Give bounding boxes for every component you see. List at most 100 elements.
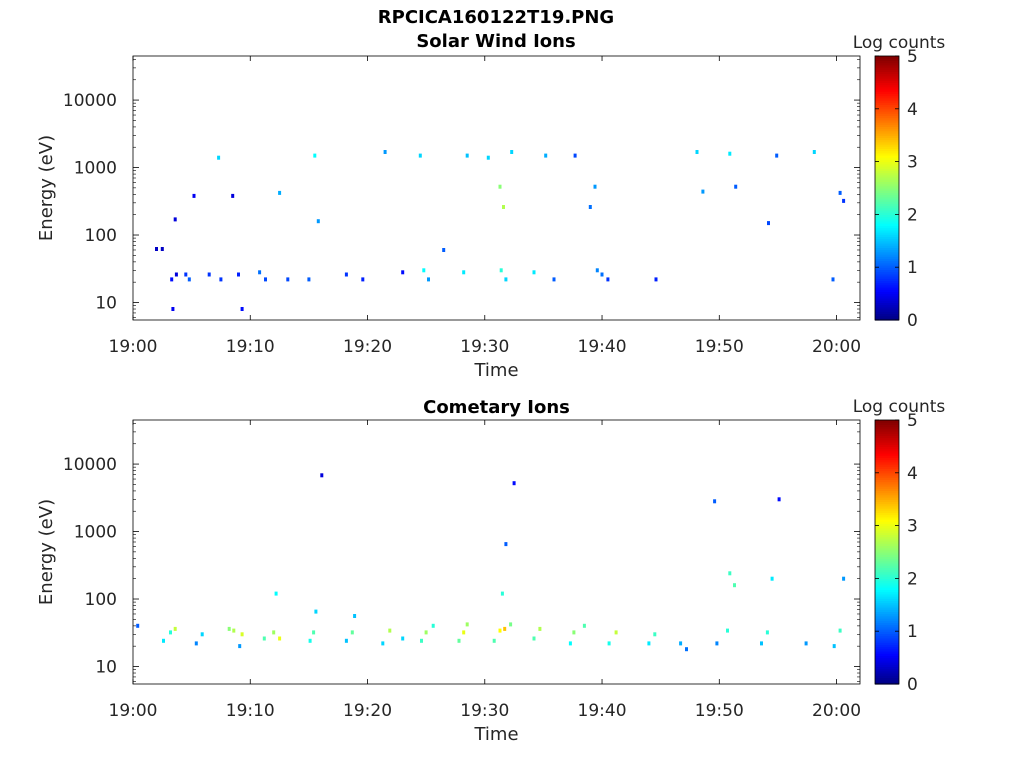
colorbar-segment — [875, 223, 899, 226]
colorbar-tick-label: 2 — [907, 569, 918, 589]
colorbar-segment — [875, 218, 899, 222]
heatmap-cell — [136, 623, 140, 628]
colorbar-segment — [875, 488, 899, 491]
colorbar-segment — [875, 203, 899, 207]
heatmap-cell — [278, 636, 282, 641]
heatmap-cell — [588, 205, 592, 209]
heatmap-cell — [320, 473, 324, 478]
colorbar-segment — [875, 196, 899, 200]
colorbar-segment — [875, 468, 899, 472]
heatmap-cell — [532, 270, 536, 275]
colorbar-segment — [875, 607, 899, 610]
colorbar-segment — [875, 289, 899, 292]
colorbar-segment — [875, 514, 899, 518]
colorbar-segment — [875, 298, 899, 301]
colorbar-segment — [875, 185, 899, 189]
colorbar-segment — [875, 89, 899, 92]
colorbar-tick-label: 5 — [907, 411, 918, 431]
heatmap-cell — [264, 277, 267, 282]
colorbar-segment — [875, 117, 899, 121]
colorbar-segment — [875, 532, 899, 535]
colorbar-segment — [875, 238, 899, 242]
heatmap-cell — [174, 272, 178, 277]
colorbar-segment — [875, 494, 899, 498]
colorbar-segment — [875, 181, 899, 185]
colorbar-segment — [875, 78, 899, 81]
colorbar-segment — [875, 80, 899, 83]
colorbar-segment — [875, 457, 899, 461]
heatmap-cell — [316, 219, 320, 224]
colorbar-frame — [874, 55, 900, 321]
heatmap-cell — [401, 270, 405, 275]
colorbar-segment — [875, 424, 899, 428]
heatmap-cell — [217, 155, 221, 160]
colorbar-segment — [875, 251, 899, 255]
colorbar-segment — [875, 183, 899, 187]
colorbar-segment — [875, 113, 899, 116]
colorbar-segment — [875, 481, 899, 485]
colorbar-segment — [875, 284, 899, 288]
heatmap-cell — [171, 307, 175, 311]
panel-1: 19:00 19:10 19:20 19:30 19:40 19:50 20:0010100… — [36, 33, 945, 381]
colorbar-segment — [875, 631, 899, 634]
colorbar-tick-label: 0 — [907, 311, 918, 331]
colorbar-segment — [875, 428, 899, 432]
colorbar-tick-label: 3 — [907, 517, 918, 537]
heatmap-cell — [170, 277, 174, 282]
colorbar-segment — [875, 657, 899, 661]
colorbar-segment — [875, 166, 899, 169]
colorbar-segment — [875, 216, 899, 220]
colorbar-segment — [875, 435, 899, 439]
colorbar-segment — [875, 534, 899, 538]
x-tick-label: 20:00 — [812, 701, 861, 721]
colorbar-segment — [875, 653, 899, 656]
colorbar-segment — [875, 278, 899, 281]
heatmap-cell — [465, 622, 469, 627]
colorbar-segment — [875, 589, 899, 593]
colorbar-segment — [875, 662, 899, 665]
heatmap-cell — [695, 150, 699, 154]
colorbar-segment — [875, 97, 899, 101]
colorbar-segment — [875, 306, 899, 310]
colorbar-segment — [875, 95, 899, 99]
colorbar-segment — [875, 192, 899, 196]
colorbar-segment — [875, 304, 899, 308]
heatmap-cell — [503, 626, 507, 631]
heatmap-cell — [427, 277, 430, 282]
y-tick-label: 10 — [95, 293, 117, 313]
heatmap-cell — [498, 628, 502, 633]
colorbar-segment — [875, 644, 899, 648]
heatmap-cell — [842, 576, 846, 581]
heatmap-cell — [173, 217, 177, 222]
colorbar-segment — [875, 144, 899, 147]
heatmap-cell — [647, 641, 651, 646]
colorbar-segment — [875, 291, 899, 295]
colorbar-segment — [875, 249, 899, 253]
heatmap-cell — [538, 626, 542, 631]
colorbar-segment — [875, 483, 899, 487]
colorbar-segment — [875, 453, 899, 456]
colorbar-segment — [875, 578, 899, 582]
colorbar-segment — [875, 247, 899, 251]
colorbar-segment — [875, 422, 899, 425]
colorbar-segment — [875, 464, 899, 467]
plot-area — [133, 56, 860, 320]
colorbar-segment — [875, 168, 899, 171]
x-tick-label: 19:30 — [460, 701, 509, 721]
colorbar-segment — [875, 194, 899, 198]
heatmap-cell — [804, 641, 808, 646]
heatmap-cell — [504, 542, 508, 547]
colorbar-label: Log counts — [853, 397, 946, 417]
panel-1-title: Solar Wind Ions — [416, 31, 576, 52]
colorbar-segment — [875, 681, 899, 685]
colorbar-segment — [875, 214, 899, 218]
heatmap-cell — [313, 153, 317, 158]
colorbar-segment — [875, 232, 899, 235]
colorbar-segment — [875, 516, 899, 520]
colorbar-segment — [875, 651, 899, 654]
heatmap-cell — [312, 630, 316, 635]
heatmap-cell — [679, 641, 683, 646]
heatmap-cell — [314, 609, 318, 614]
colorbar-segment — [875, 439, 899, 443]
